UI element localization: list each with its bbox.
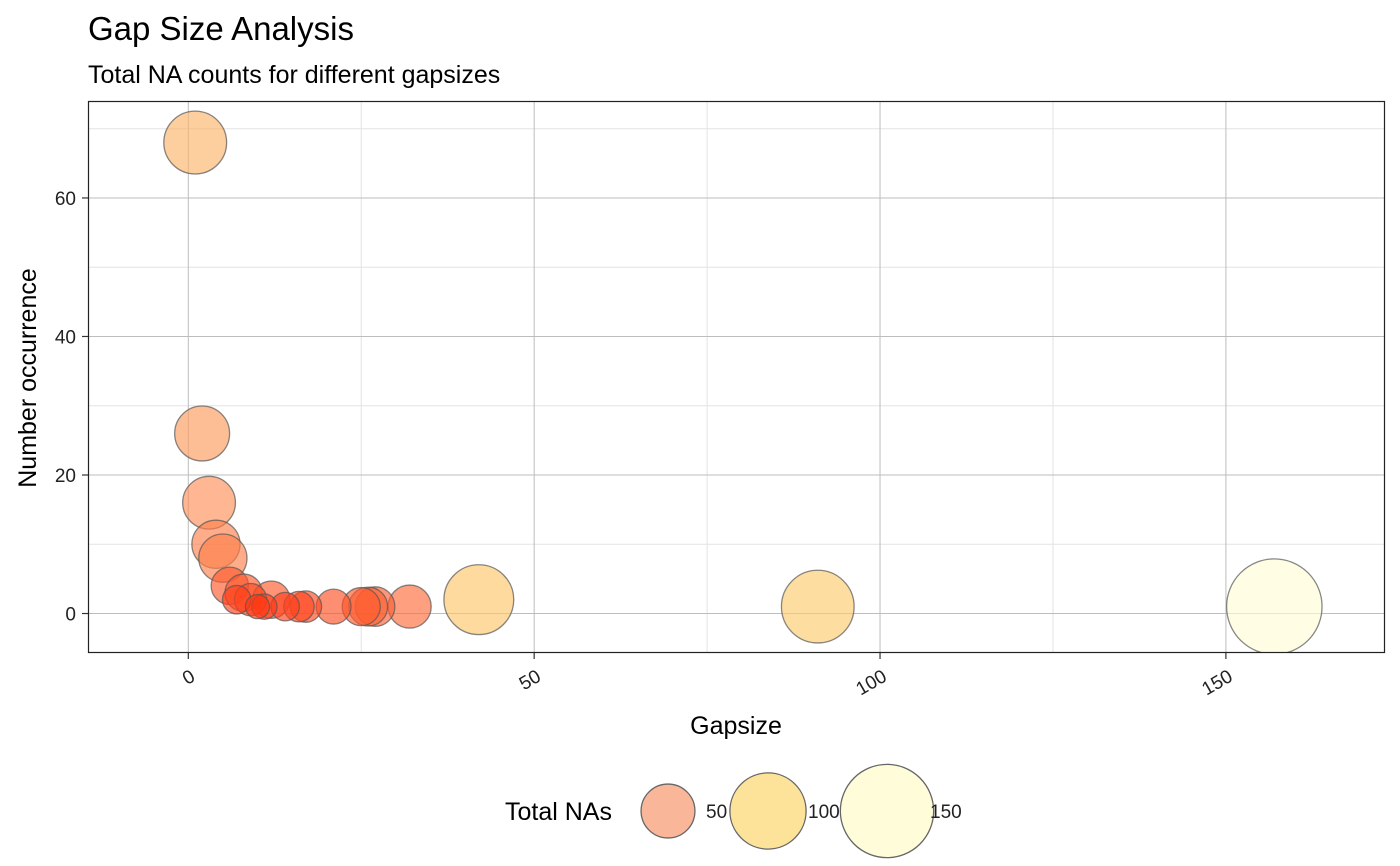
legend-title: Total NAs: [505, 798, 612, 826]
y-tick-label: 60: [55, 189, 76, 210]
y-axis-ticks: 0 20 40 60: [55, 189, 88, 626]
legend-key: [640, 783, 696, 839]
data-point: [1225, 558, 1323, 653]
legend-label: 150: [930, 802, 962, 823]
legend-key: [839, 763, 935, 859]
data-point: [163, 110, 228, 175]
legend-label: 100: [808, 802, 840, 823]
data-point: [174, 405, 231, 462]
data-point: [443, 564, 515, 636]
x-tick-label: 0: [179, 666, 199, 689]
legend-key: [729, 772, 807, 850]
y-tick-label: 20: [55, 466, 76, 487]
y-tick-label: 0: [65, 605, 76, 626]
data-points: [163, 110, 1323, 653]
chart-subtitle: Total NA counts for different gapsizes: [88, 61, 500, 89]
legend: Total NAs 50 100 150: [505, 763, 962, 859]
x-axis-title: Gapsize: [690, 712, 782, 740]
legend-label: 50: [706, 802, 727, 823]
data-point: [780, 569, 855, 644]
minor-gridlines: [88, 101, 1385, 653]
data-point: [244, 593, 271, 620]
chart-title: Gap Size Analysis: [88, 10, 354, 47]
y-axis-title: Number occurrence: [14, 268, 42, 488]
y-tick-label: 40: [55, 327, 76, 348]
x-tick-label: 100: [853, 666, 891, 700]
x-tick-label: 50: [516, 666, 545, 695]
major-gridlines: [88, 101, 1385, 653]
x-axis-ticks: 0 50 100 150: [179, 653, 1236, 700]
x-tick-label: 150: [1198, 666, 1236, 700]
plot-panel-border: [87, 100, 1386, 654]
